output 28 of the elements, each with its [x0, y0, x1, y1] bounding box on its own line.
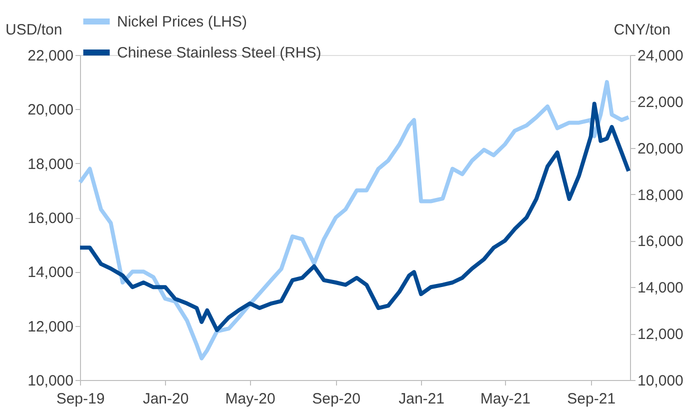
line-series [78, 80, 631, 360]
x-tick-label: May-21 [480, 390, 530, 408]
x-tick-label: Sep-21 [567, 390, 616, 408]
y2-tick-label: 12,000 [638, 326, 684, 344]
y2-axis-title: CNY/ton [614, 22, 670, 38]
y-tick-label: 12,000 [28, 318, 74, 336]
y-axis-title: USD/ton [6, 22, 62, 38]
legend-label: Nickel Prices (LHS) [117, 14, 248, 30]
x-tick-label: Sep-20 [312, 390, 360, 408]
y2-tick-label: 10,000 [638, 372, 684, 390]
y2-tick-label: 24,000 [638, 48, 684, 64]
x-tick-label: Jan-20 [142, 390, 189, 408]
y2-tick-label: 18,000 [638, 186, 684, 204]
x-tick-label: Jan-21 [398, 390, 444, 408]
y-tick-label: 16,000 [28, 210, 74, 227]
y2-tick-label: 16,000 [638, 233, 684, 250]
y-tick-label: 20,000 [28, 102, 74, 119]
x-tick-label: Sep-19 [56, 390, 105, 408]
y2-tick-label: 20,000 [638, 140, 684, 158]
x-tick-label: May-20 [225, 390, 276, 408]
y-tick-label: 14,000 [28, 264, 74, 282]
line-series [78, 102, 631, 332]
y-tick-label: 22,000 [28, 48, 74, 64]
y-tick-label: 18,000 [28, 156, 74, 173]
legend-label: Chinese Stainless Steel (RHS) [117, 44, 322, 62]
y-tick-label: 10,000 [28, 372, 74, 390]
y2-tick-label: 22,000 [638, 94, 684, 111]
y2-tick-label: 14,000 [638, 280, 684, 297]
